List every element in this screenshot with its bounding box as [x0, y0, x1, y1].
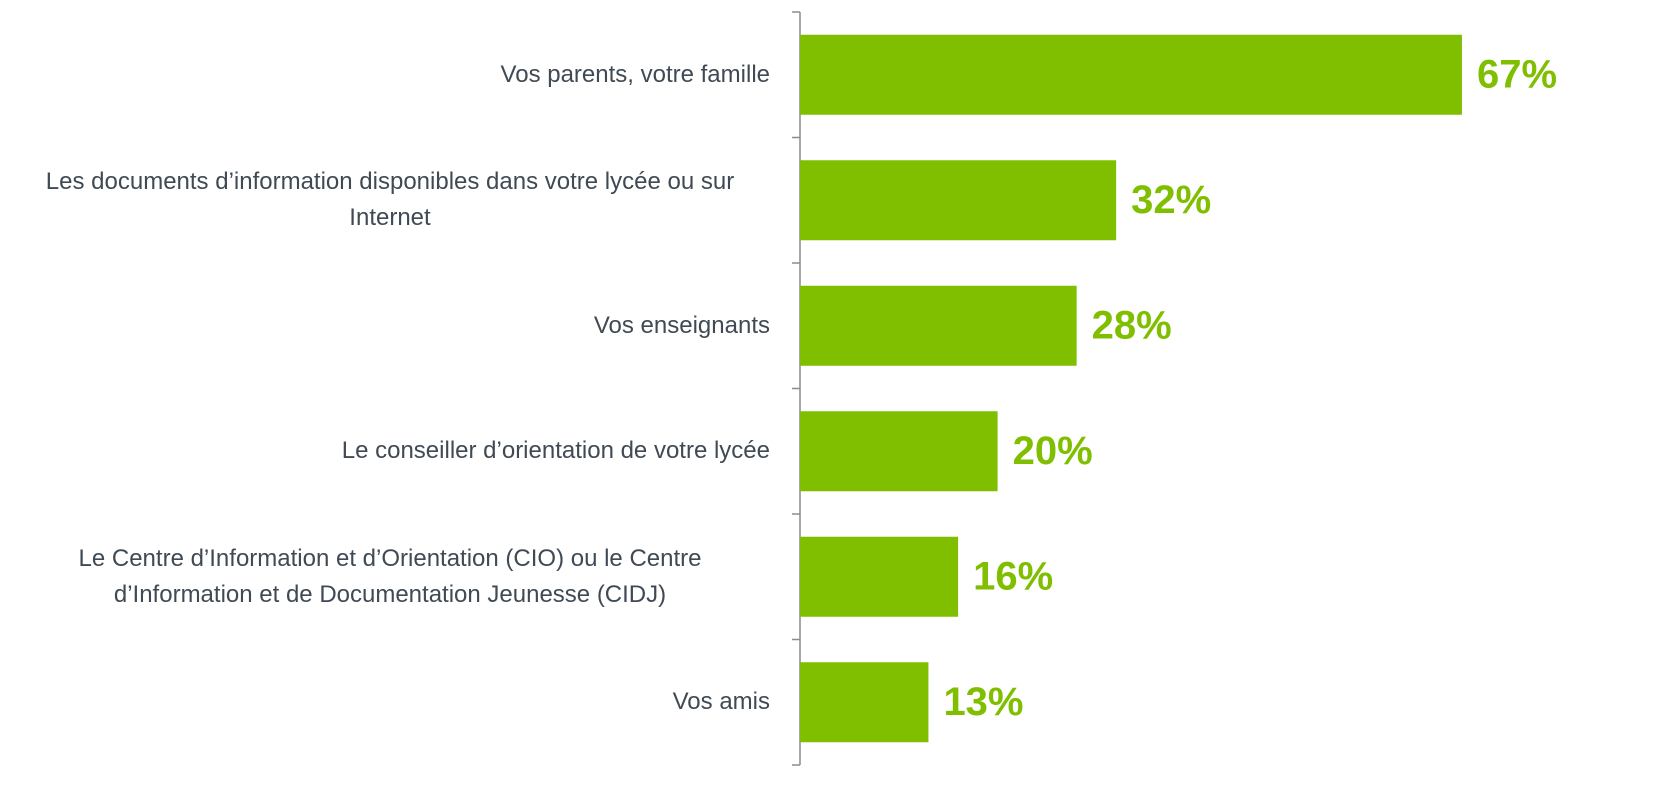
value-label: 20%	[1013, 429, 1093, 473]
value-label: 32%	[1131, 178, 1211, 222]
bar	[800, 34, 1462, 115]
category-label: Le conseiller d’orientation de votre lyc…	[341, 437, 770, 465]
bar	[800, 536, 959, 617]
value-label: 16%	[973, 554, 1053, 598]
value-label: 28%	[1092, 303, 1172, 347]
category-label: Le Centre d’Information et d’Orientation…	[78, 544, 702, 608]
bar	[800, 160, 1117, 241]
bar	[800, 285, 1077, 366]
value-label: 67%	[1477, 52, 1557, 96]
value-label: 13%	[943, 680, 1023, 724]
category-label: Vos amis	[672, 688, 770, 716]
category-label: Vos enseignants	[593, 311, 770, 339]
category-label: Les documents d’information disponibles …	[45, 168, 735, 232]
bar	[800, 411, 998, 492]
category-label: Vos parents, votre famille	[500, 60, 770, 88]
bar	[800, 662, 929, 743]
